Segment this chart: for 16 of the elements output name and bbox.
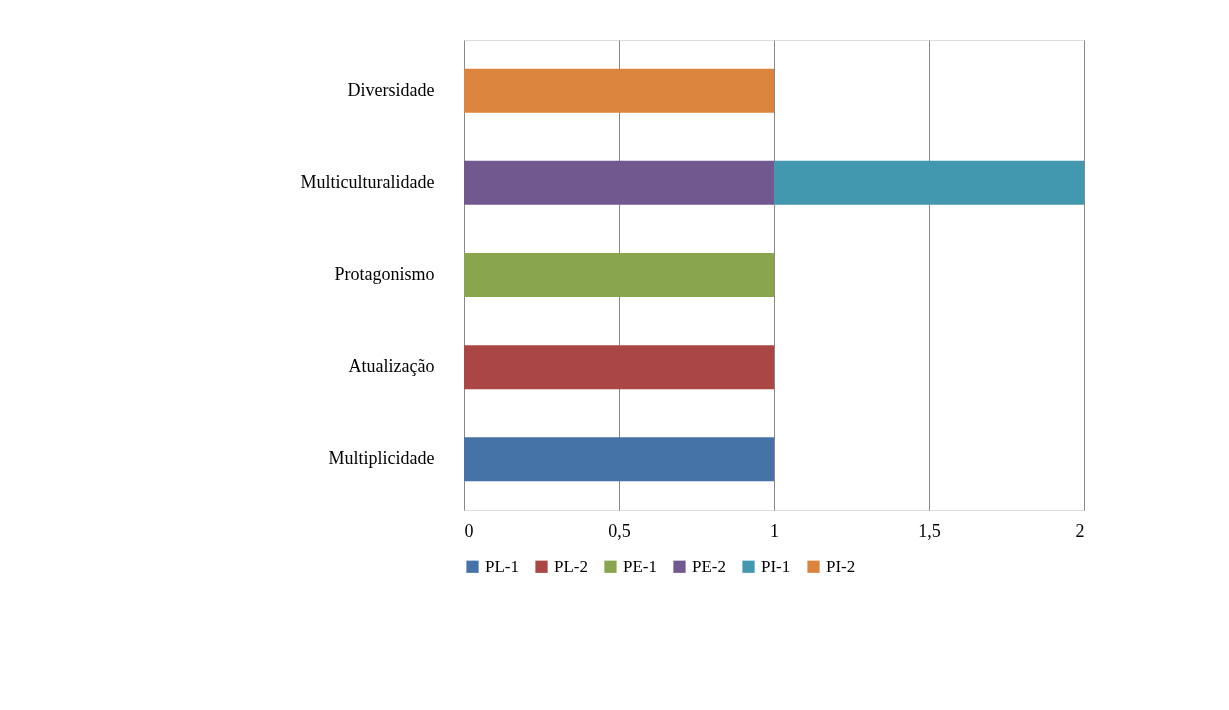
y-tick-label: Multiculturalidade: [300, 171, 435, 192]
y-tick-label: Atualização: [348, 356, 435, 377]
x-tick-label: 0: [464, 520, 474, 541]
legend-label: PE-2: [692, 556, 726, 576]
y-tick-label: Multiplicidade: [328, 448, 435, 469]
legend-label: PI-1: [761, 556, 791, 576]
x-tick-label: 1: [770, 520, 779, 541]
x-tick-label: 1,5: [918, 520, 941, 541]
legend-label: PL-2: [554, 556, 588, 576]
legend-label: PL-1: [485, 556, 519, 576]
x-tick-label: 0,5: [608, 520, 631, 541]
legend-label: PE-1: [623, 556, 657, 576]
x-tick-label: 2: [1075, 520, 1085, 541]
y-tick-label: Protagonismo: [334, 264, 435, 284]
legend-label: PI-2: [826, 556, 856, 576]
y-tick-label: Diversidade: [347, 79, 435, 100]
